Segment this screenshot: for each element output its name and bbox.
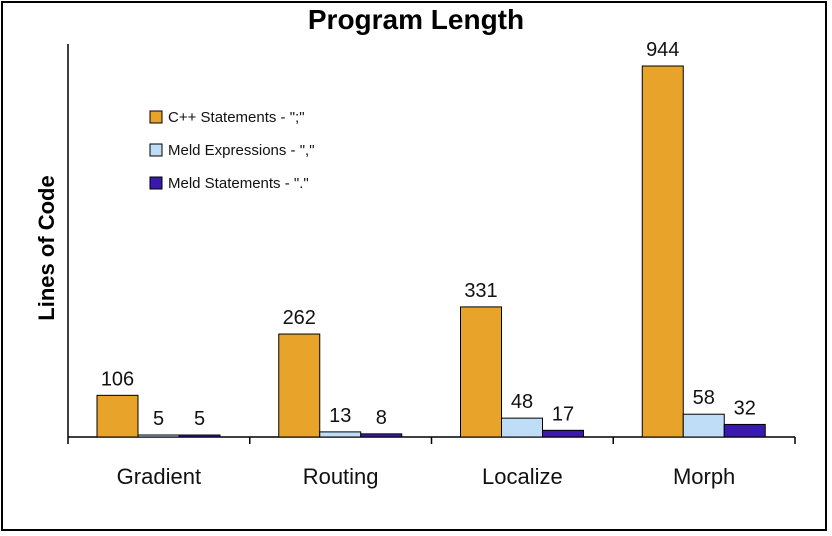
bar [723,423,766,438]
bar [96,394,139,438]
bar [319,431,362,438]
data-label: 262 [283,307,316,329]
data-label: 106 [101,368,134,390]
data-label: 331 [464,280,497,302]
bar [460,306,502,438]
bar [542,429,584,438]
data-label: 5 [194,408,205,430]
data-label: 17 [552,403,574,425]
data-label: 8 [376,407,387,429]
bar [137,434,180,438]
data-label: 13 [329,405,351,427]
legend-label: Meld Statements - "." [168,175,309,192]
chart-title: Program Length [307,4,525,35]
bar [360,433,403,438]
bar [278,333,321,438]
legend-swatch [149,176,163,190]
legend-swatch [149,110,163,124]
bar [682,413,725,438]
bar [178,434,221,438]
legend-swatch [149,143,163,157]
data-label: 48 [511,391,533,413]
x-tick-label: Routing [303,464,379,489]
x-tick-label: Localize [482,464,563,489]
legend-label: C++ Statements - ";" [168,109,305,126]
x-tick-label: Morph [673,464,735,489]
data-label: 5 [153,408,164,430]
data-label: 32 [734,397,756,419]
bar [501,417,543,438]
x-tick-label: Gradient [117,464,201,489]
data-label: 944 [646,39,679,61]
bar [641,65,684,438]
data-label: 58 [693,387,715,409]
legend-label: Meld Expressions - "," [168,142,315,159]
